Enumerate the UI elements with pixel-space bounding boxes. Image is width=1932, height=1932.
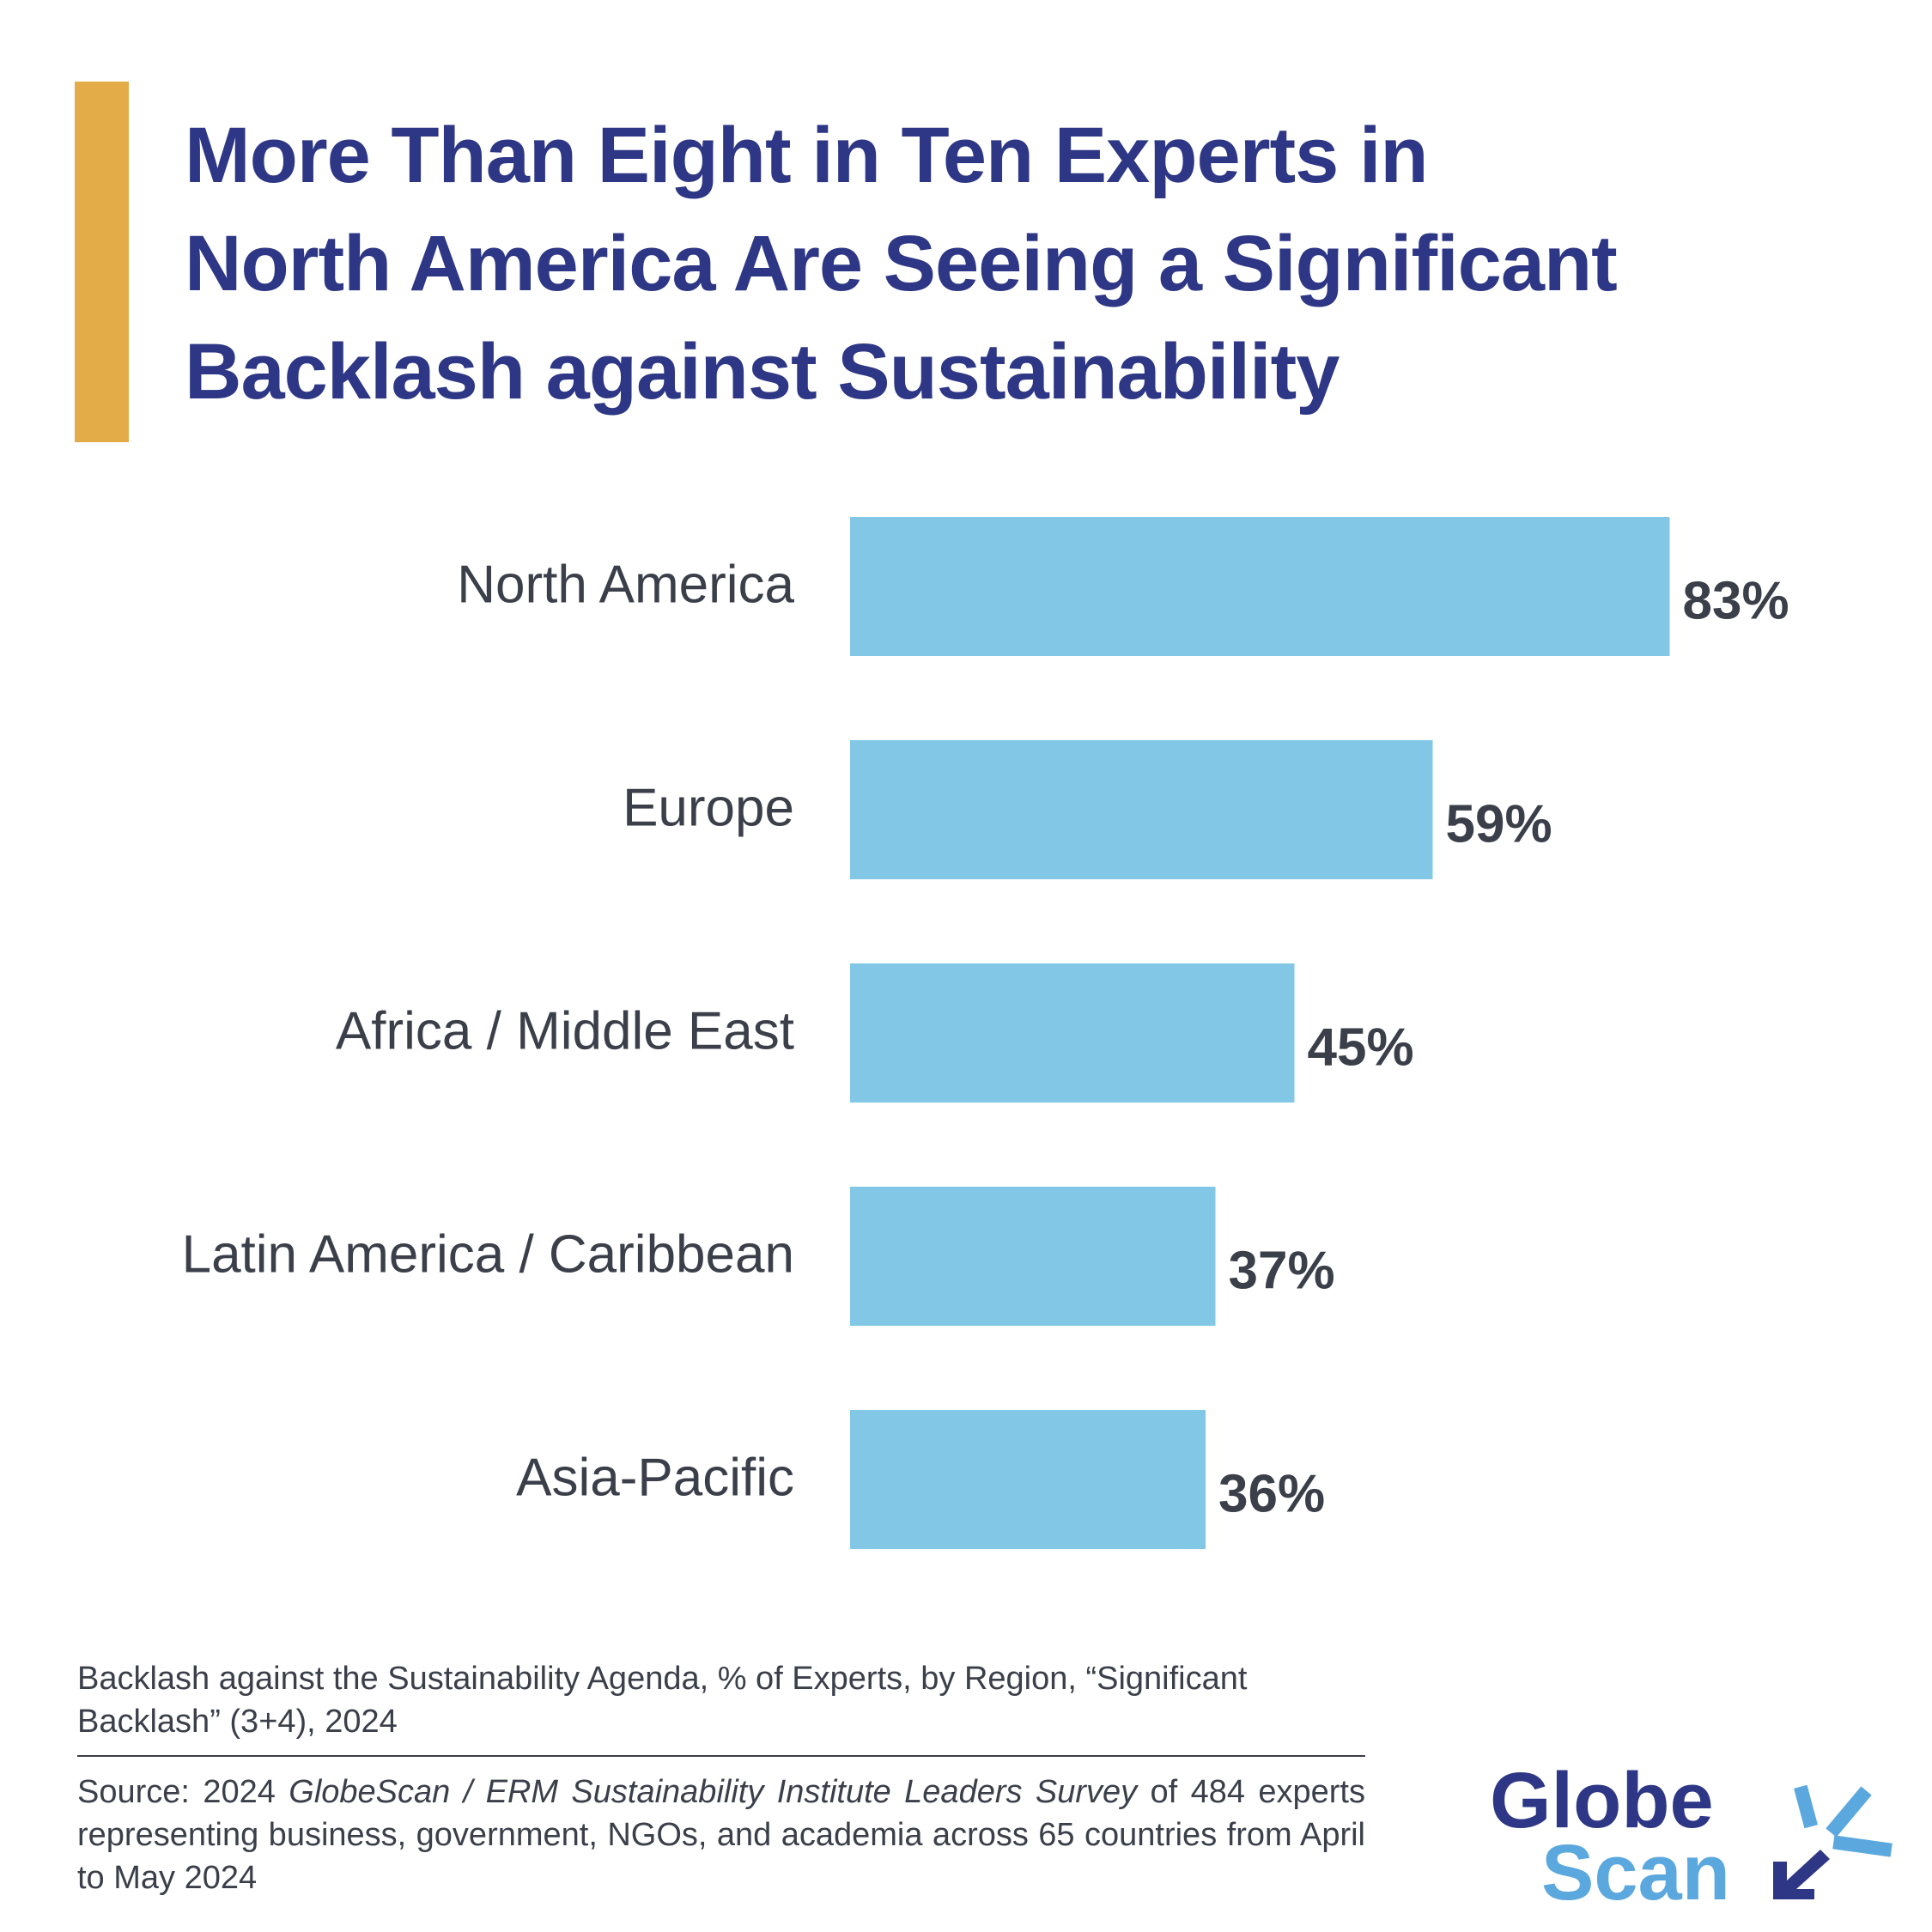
category-label-2: Africa / Middle East [336,1001,794,1060]
bar-1 [850,740,1433,879]
value-label-0: 83% [1683,571,1789,630]
chart-caption: Backlash against the Sustainability Agen… [77,1661,1248,1740]
value-label-3: 37% [1229,1241,1335,1300]
title-accent-bar [75,82,129,442]
bar-0 [850,517,1670,656]
category-label-0: North America [457,555,794,614]
logo-burst-icon [1773,1784,1893,1899]
bar-3 [850,1187,1216,1326]
bar-2 [850,963,1295,1103]
category-label-1: Europe [623,778,794,837]
source-survey-name: GlobeScan / ERM Sustainability Institute… [289,1774,1138,1810]
title-line-3: Backlash against Sustainability [185,328,1340,416]
source-suffix: of 484 experts representing business, go… [77,1774,1365,1896]
value-label-4: 36% [1218,1464,1325,1523]
value-label-2: 45% [1308,1018,1414,1077]
logo-word-scan: Scan [1541,1829,1730,1906]
category-label-4: Asia-Pacific [516,1448,794,1507]
logo-word-globe: Globe [1490,1760,1714,1844]
title-line-2: North America Are Seeing a Significant [185,220,1618,307]
bar-4 [850,1410,1206,1549]
chart-title: More Than Eight in Ten Experts in North … [185,101,1902,426]
value-label-1: 59% [1446,794,1552,854]
globescan-logo: Globe Scan [1490,1760,1893,1906]
bar-chart: North America 83% Europe 59% Africa / Middle… [182,517,1789,1549]
source-prefix: Source: 2024 [77,1774,289,1810]
category-label-3: Latin America / Caribbean [182,1224,794,1284]
footer-divider [77,1755,1365,1757]
title-line-1: More Than Eight in Ten Experts in [185,112,1429,199]
source-note: Source: 2024 GlobeScan / ERM Sustainabil… [77,1771,1365,1899]
